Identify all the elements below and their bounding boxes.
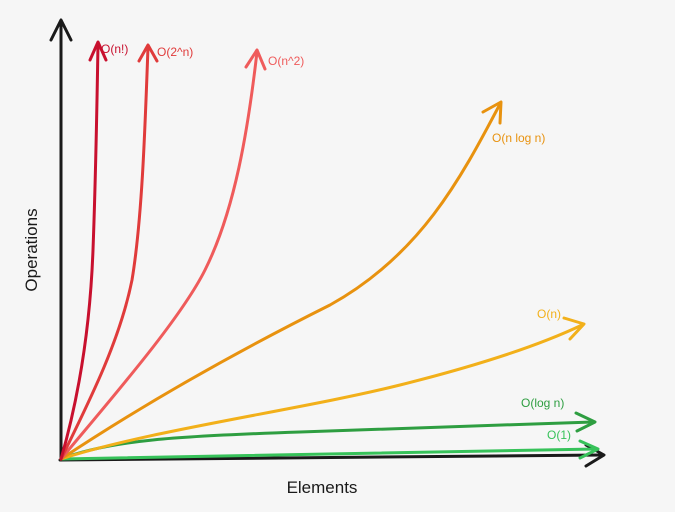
y-axis-label: Operations	[22, 208, 41, 292]
curve-label-o-n: O(n)	[537, 307, 561, 321]
curve-o-1	[59, 447, 598, 461]
curve-o-n-factorial-arrowhead	[88, 40, 108, 62]
curve-label-o-1: O(1)	[547, 428, 571, 442]
curve-label-o-n-squared: O(n^2)	[268, 54, 305, 68]
curve-o-2-to-n-arrowhead	[137, 43, 159, 63]
curve-o-n-factorial	[59, 43, 100, 461]
curve-o-n-squared	[59, 50, 259, 461]
curve-o-n-arrowhead	[562, 316, 586, 341]
curve-o-n-log-n	[59, 102, 502, 461]
curve-o-1-arrowhead	[578, 439, 600, 460]
curve-label-o-n-log-n: O(n log n)	[492, 131, 546, 145]
y-axis-arrowhead	[49, 18, 73, 42]
curve-label-o-log-n: O(log n)	[521, 396, 565, 410]
curve-label-o-2-to-n: O(2^n)	[157, 45, 194, 59]
curve-label-o-n-factorial: O(n!)	[101, 42, 129, 56]
x-axis-label: Elements	[286, 478, 358, 497]
x-axis-line	[58, 453, 604, 462]
curve-o-n-log-n-arrowhead	[481, 100, 503, 125]
curve-o-2-to-n	[59, 45, 150, 461]
curve-o-log-n-arrowhead	[574, 411, 597, 433]
curve-o-n-squared-arrowhead	[244, 48, 267, 71]
curve-o-n	[59, 323, 584, 461]
